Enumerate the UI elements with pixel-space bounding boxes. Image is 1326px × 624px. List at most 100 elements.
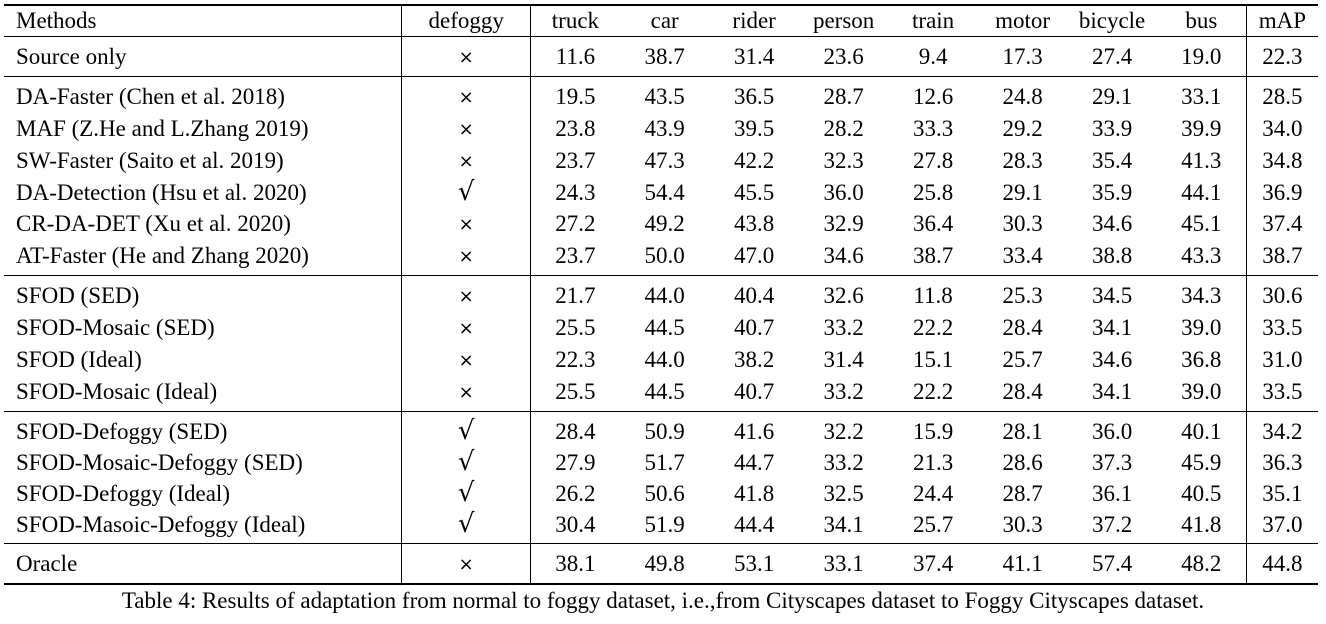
table-row: SFOD (SED) × 21.7 44.0 40.4 32.6 11.8 25.3 34.5 3… [4, 275, 1318, 312]
value-cell-person: 32.5 [823, 480, 864, 506]
value-cell-car: 50.0 [644, 243, 685, 268]
value-cell-truck: 19.5 [530, 76, 620, 113]
column-header-truck: truck [530, 4, 620, 37]
table-row: SFOD-Mosaic (SED) × 25.5 44.5 40.7 33.2 22.2 28… [4, 312, 1318, 344]
value-cell-person: 34.6 [823, 243, 864, 268]
value-cell-person: 33.2 [823, 449, 864, 475]
value-cell-bus: 41.3 [1181, 148, 1222, 173]
value-cell-train: 25.7 [912, 511, 954, 537]
value-cell-person: 32.6 [798, 275, 889, 312]
value-cell-bicycle: 34.1 [1091, 379, 1133, 404]
value-cell-truck: 27.9 [555, 449, 596, 475]
value-cell-bicycle: 29.1 [1067, 76, 1157, 113]
check-mark: √ [457, 509, 475, 539]
check-mark: √ [457, 478, 475, 508]
defoggy-cell: × [401, 36, 531, 77]
table-row: SFOD (Ideal) × 22.3 44.0 38.2 31.4 15.1 25.7 34.… [4, 344, 1318, 376]
header-row: Methods defoggy truck car rider person train mo… [4, 4, 1318, 37]
cross-mark: × [458, 119, 474, 140]
column-header-map: mAP [1245, 4, 1318, 37]
column-header-bicycle: bicycle [1067, 4, 1157, 37]
value-cell-rider: 41.6 [709, 411, 799, 447]
value-cell-map: 28.5 [1245, 76, 1318, 113]
value-cell-motor: 28.3 [1002, 148, 1043, 173]
column-header-car: car [619, 4, 710, 37]
value-cell-bicycle: 37.2 [1091, 511, 1133, 537]
defoggy-cell: × [401, 376, 531, 412]
value-cell-bicycle: 38.8 [1091, 243, 1133, 268]
table-row: Oracle × 38.1 49.8 53.1 33.1 37.4 41.1 57.4 48.2 4… [4, 543, 1318, 584]
value-cell-motor: 41.1 [977, 543, 1068, 584]
table-caption: Table 4: Results of adaptation from norm… [121, 588, 1205, 613]
value-cell-train: 15.1 [912, 347, 954, 372]
defoggy-cell: × [401, 113, 531, 145]
row-group: Source only × 11.6 38.7 31.4 23.6 9.4 17.3 27.4 1… [4, 36, 1318, 77]
value-cell-map: 36.3 [1245, 447, 1318, 478]
row-group: DA-Faster (Chen et al. 2018) × 19.5 43.5 36.… [4, 76, 1318, 276]
defoggy-cell: × [401, 312, 531, 344]
table-row: SFOD-Defoggy (Ideal) √ 26.2 50.6 41.8 32.5 24.… [4, 478, 1318, 509]
value-cell-bicycle: 33.9 [1091, 116, 1133, 141]
table-row: DA-Detection (Hsu et al. 2020) √ 24.3 54.4 4… [4, 177, 1318, 208]
table-row: SW-Faster (Saito et al. 2019) × 23.7 47.3 42… [4, 145, 1318, 177]
value-cell-train: 27.8 [912, 148, 954, 173]
value-cell-motor: 25.7 [1002, 347, 1043, 372]
cross-mark: × [458, 286, 474, 307]
method-name-cell: DA-Faster (Chen et al. 2018) [4, 76, 403, 113]
value-cell-motor: 30.3 [1002, 211, 1043, 236]
value-cell-map: 34.0 [1245, 113, 1318, 145]
value-cell-motor: 33.4 [1002, 243, 1043, 268]
value-cell-person: 36.0 [823, 179, 864, 205]
value-cell-bus: 34.3 [1156, 275, 1247, 312]
value-cell-car: 43.5 [619, 76, 710, 113]
check-mark: √ [457, 447, 475, 477]
table-row: SFOD-Defoggy (SED) √ 28.4 50.9 41.6 32.2 15.9 2… [4, 411, 1318, 447]
value-cell-bus: 39.0 [1181, 379, 1222, 404]
table-row: MAF (Z.He and L.Zhang 2019) × 23.8 43.9 39.5… [4, 113, 1318, 145]
value-cell-motor: 28.4 [1002, 379, 1043, 404]
method-name-cell: Oracle [4, 543, 403, 584]
value-cell-map: 31.0 [1245, 344, 1318, 376]
column-header-person: person [798, 4, 889, 37]
cross-mark: × [458, 246, 474, 267]
value-cell-bus: 41.8 [1181, 511, 1222, 537]
table-row: AT-Faster (He and Zhang 2020) × 23.7 50.0 47… [4, 240, 1318, 276]
value-cell-motor: 28.1 [977, 411, 1068, 447]
value-cell-rider: 53.1 [709, 543, 799, 584]
value-cell-train: 33.3 [912, 116, 954, 141]
value-cell-train: 21.3 [912, 449, 954, 475]
method-name-cell: SFOD-Defoggy (SED) [4, 411, 403, 447]
value-cell-truck: 23.8 [555, 116, 596, 141]
value-cell-map: 33.5 [1245, 376, 1318, 412]
value-cell-person: 33.2 [823, 315, 864, 340]
value-cell-bus: 39.0 [1181, 315, 1222, 340]
value-cell-map: 33.5 [1245, 312, 1318, 344]
method-name-cell: SFOD-Masoic-Defoggy (Ideal) [4, 509, 403, 544]
value-cell-map: 37.0 [1245, 509, 1318, 544]
defoggy-cell: √ [401, 177, 531, 208]
value-cell-person: 33.2 [823, 379, 864, 404]
table-row: SFOD-Masoic-Defoggy (Ideal) √ 30.4 51.9 44.4… [4, 509, 1318, 544]
value-cell-truck: 11.6 [555, 44, 596, 69]
column-header-train: train [888, 4, 978, 37]
cross-mark: × [458, 350, 474, 371]
value-cell-person: 28.7 [798, 76, 889, 113]
method-name-cell: CR-DA-DET (Xu et al. 2020) [4, 208, 403, 240]
defoggy-cell: √ [401, 478, 531, 509]
table-row: CR-DA-DET (Xu et al. 2020) × 27.2 49.2 43.8 3… [4, 208, 1318, 240]
defoggy-cell: √ [401, 447, 531, 478]
value-cell-bus: 33.1 [1156, 76, 1247, 113]
column-header-defoggy: defoggy [401, 4, 531, 37]
value-cell-person: 34.1 [823, 511, 864, 537]
value-cell-train: 11.8 [888, 275, 978, 312]
value-cell-truck: 30.4 [555, 511, 596, 537]
defoggy-cell: √ [401, 509, 531, 544]
value-cell-bicycle: 37.3 [1091, 449, 1133, 475]
row-group: SFOD-Defoggy (SED) √ 28.4 50.9 41.6 32.2 15.9 2… [4, 411, 1318, 544]
table-row: SFOD-Mosaic (Ideal) × 25.5 44.5 40.7 33.2 22.2… [4, 376, 1318, 412]
column-header-rider: rider [709, 4, 799, 37]
value-cell-truck: 24.3 [555, 179, 596, 205]
row-group: SFOD (SED) × 21.7 44.0 40.4 32.6 11.8 25.3 34.5 3… [4, 275, 1318, 412]
defoggy-cell: × [401, 543, 531, 584]
